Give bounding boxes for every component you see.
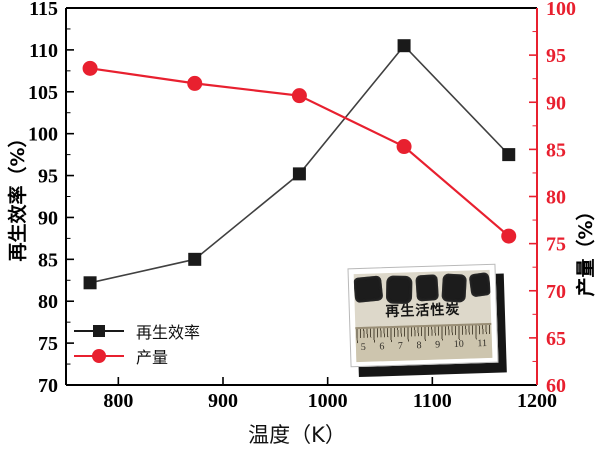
right-tick-label: 70 [546,281,566,303]
right-tick-label: 95 [546,45,566,67]
ruler-number: 7 [397,340,404,352]
left-tick-label: 80 [38,291,58,313]
legend: 再生效率 产量 [74,318,200,368]
right-tick-label: 60 [546,375,566,397]
left-tick-label: 100 [28,124,58,146]
data-point-square [397,39,411,53]
data-point-square [188,252,202,266]
ruler-number: 9 [434,339,441,351]
carbon-piece [353,275,384,304]
right-tick-label: 85 [546,139,566,161]
data-point-circle [291,88,307,104]
left-tick-label: 105 [28,82,58,104]
data-point-square [83,276,97,290]
square-marker-icon [93,324,105,337]
carbon-piece [415,274,439,302]
legend-key-square [74,323,124,339]
x-tick-label: 1000 [308,390,348,412]
ruler-number: 6 [379,341,385,353]
left-axis-title: 再生效率（%） [7,128,29,262]
left-tick-label: 115 [29,0,58,20]
data-point-circle [396,139,412,155]
legend-label: 产量 [136,347,169,367]
inset-photo-card: 再生活性炭 5 6 7 8 9 10 11 [347,263,499,368]
left-tick-label: 110 [29,40,58,62]
carbon-piece [385,275,413,305]
carbon-piece [468,271,492,298]
left-tick-label: 70 [38,375,58,397]
data-point-circle [82,60,98,76]
ruler-number: 11 [477,338,488,350]
right-tick-label: 100 [546,0,576,20]
legend-item-efficiency: 再生效率 [74,318,200,343]
x-axis-title: 温度（K） [248,423,346,447]
inset-caption: 再生活性炭 [385,301,461,321]
inset-photo: 再生活性炭 5 6 7 8 9 10 11 [353,269,493,363]
legend-key-circle [74,348,124,364]
data-point-square [502,148,516,162]
x-tick-label: 1100 [413,390,452,412]
circle-marker-icon [92,348,106,363]
left-tick-label: 95 [38,166,58,188]
left-tick-label: 85 [38,249,58,271]
data-point-circle [187,75,203,91]
ruler-number: 10 [453,338,464,351]
data-point-circle [501,228,517,244]
right-tick-label: 65 [546,328,566,350]
data-point-square [292,167,306,181]
legend-label: 再生效率 [136,322,201,342]
carbon-piece [441,273,467,303]
left-tick-label: 90 [38,207,58,229]
right-axis-title: 产量（%） [575,201,597,297]
right-tick-label: 80 [546,187,566,209]
right-tick-label: 90 [546,92,566,114]
left-tick-label: 75 [38,333,58,355]
right-tick-label: 75 [546,234,566,256]
ruler-number: 8 [416,340,422,352]
x-tick-label: 800 [103,390,133,412]
x-tick-label: 1200 [517,390,557,412]
ruler-number: 5 [360,341,366,353]
series-line-square [89,44,510,284]
ruler-icon: 5 6 7 8 9 10 11 [353,322,493,363]
legend-item-yield: 产量 [74,343,200,368]
x-tick-label: 900 [208,390,238,412]
